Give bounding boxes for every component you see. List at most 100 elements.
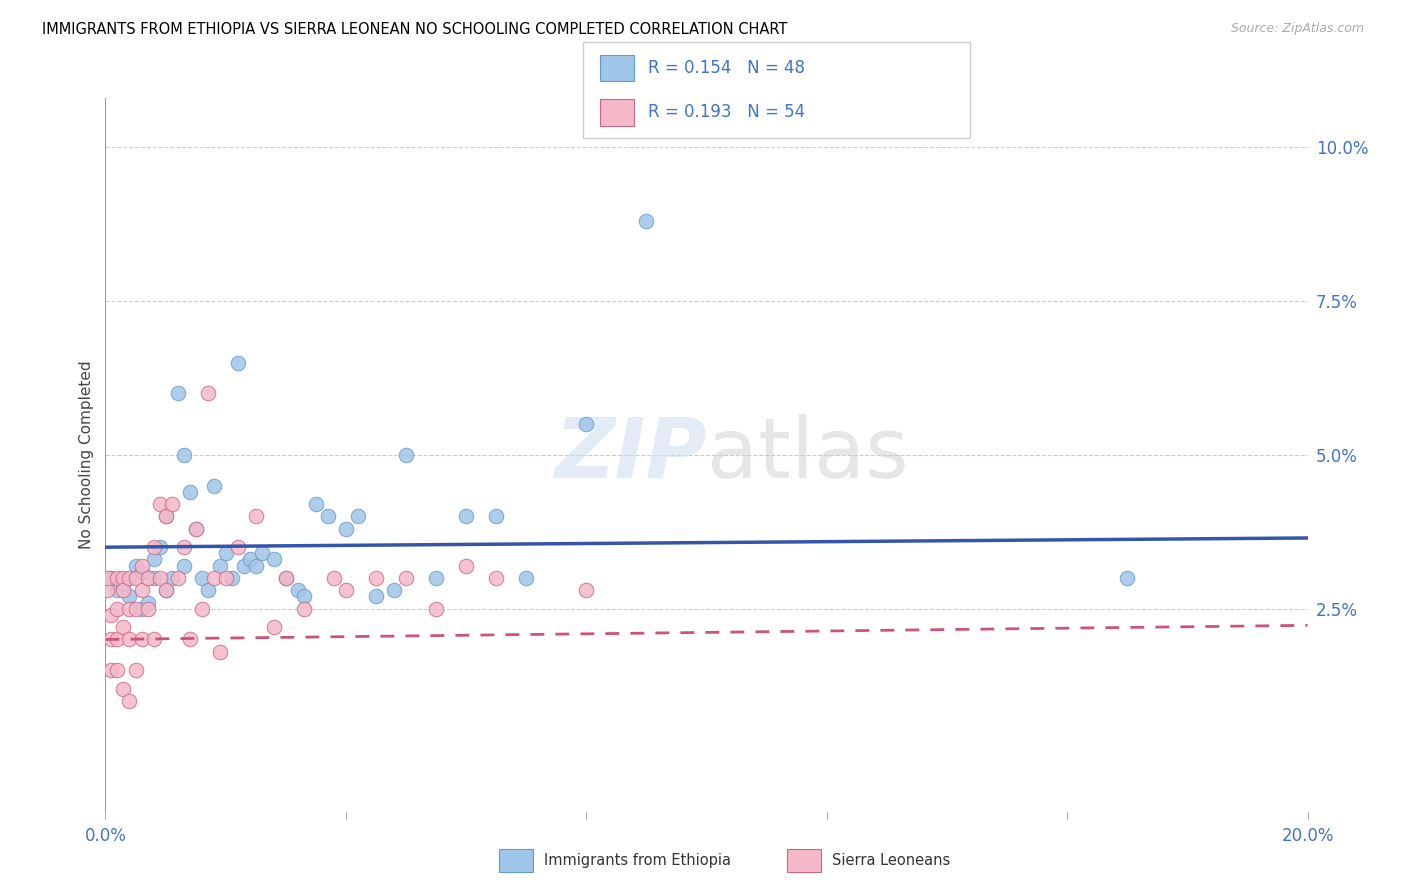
Point [173,540,195,554]
Point [197,583,219,598]
Text: IMMIGRANTS FROM ETHIOPIA VS SIERRA LEONEAN NO SCHOOLING COMPLETED CORRELATION CH: IMMIGRANTS FROM ETHIOPIA VS SIERRA LEONE… [42,22,787,37]
Point [335,522,357,536]
Point [636,214,658,228]
Point [202,478,225,492]
Point [136,571,159,585]
Point [112,681,135,696]
Point [316,509,339,524]
Point [160,571,183,585]
Point [179,484,201,499]
Point [454,558,477,573]
Point [287,583,309,598]
Point [166,386,188,401]
Point [131,632,153,647]
Point [100,632,122,647]
Point [131,601,153,615]
Point [112,571,135,585]
Point [221,571,243,585]
Point [124,663,146,677]
Point [274,571,297,585]
Point [190,571,212,585]
Point [305,497,328,511]
Point [142,540,165,554]
Point [118,590,141,604]
Point [118,601,141,615]
Point [96,583,118,598]
Point [97,571,120,585]
Point [347,509,370,524]
Point [454,509,477,524]
Point [148,497,170,511]
Point [173,558,195,573]
Point [263,620,285,634]
Point [250,546,273,560]
Point [131,558,153,573]
Point [100,663,122,677]
Point [100,571,122,585]
Point [173,448,195,462]
Point [155,509,177,524]
Point [142,552,165,566]
Point [226,356,249,370]
Point [292,601,315,615]
Point [575,583,598,598]
Point [485,509,508,524]
Point [142,632,165,647]
Point [184,522,207,536]
Point [107,601,129,615]
Point [118,694,141,708]
Point [184,522,207,536]
Point [208,558,231,573]
Point [160,497,183,511]
Point [364,571,387,585]
Point [112,577,135,591]
Point [232,558,254,573]
Point [425,601,447,615]
Point [107,571,129,585]
Point [245,558,267,573]
Point [202,571,225,585]
Point [575,417,598,432]
Point [112,583,135,598]
Point [166,571,188,585]
Text: Source: ZipAtlas.com: Source: ZipAtlas.com [1230,22,1364,36]
Point [515,571,537,585]
Point [1116,571,1139,585]
Point [197,386,219,401]
Point [179,632,201,647]
Point [425,571,447,585]
Point [190,601,212,615]
Point [136,601,159,615]
Text: ZIP: ZIP [554,415,707,495]
Point [485,571,508,585]
Point [142,571,165,585]
Point [382,583,405,598]
Point [335,583,357,598]
Text: R = 0.193   N = 54: R = 0.193 N = 54 [648,103,806,121]
Point [107,583,129,598]
Text: Sierra Leoneans: Sierra Leoneans [832,854,950,868]
Point [155,509,177,524]
Point [274,571,297,585]
Point [239,552,262,566]
Point [364,590,387,604]
Point [112,620,135,634]
Point [148,571,170,585]
Point [322,571,344,585]
Point [136,596,159,610]
Text: Immigrants from Ethiopia: Immigrants from Ethiopia [544,854,731,868]
Point [118,571,141,585]
Text: atlas: atlas [707,415,908,495]
Point [292,590,315,604]
Point [395,571,418,585]
Point [214,571,236,585]
Point [245,509,267,524]
Point [155,583,177,598]
Point [124,558,146,573]
Point [124,601,146,615]
Point [155,583,177,598]
Point [124,571,146,585]
Point [100,607,122,622]
Point [395,448,418,462]
Point [107,663,129,677]
